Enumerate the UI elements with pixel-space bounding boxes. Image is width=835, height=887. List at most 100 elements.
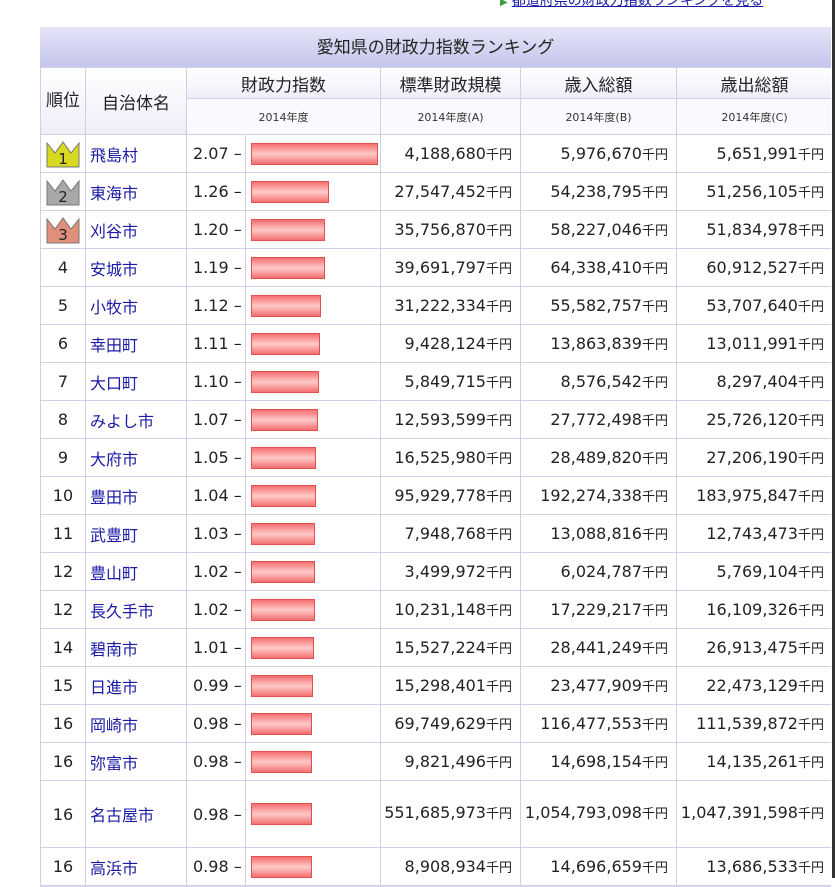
municipality-cell: 飛島村	[86, 135, 186, 172]
municipality-link[interactable]: 名古屋市	[90, 806, 155, 825]
index-value: 1.12	[193, 296, 229, 315]
unit-label: 千円	[797, 148, 824, 163]
index-value: 1.03	[193, 524, 229, 543]
ranking-panel: 愛知県の財政力指数ランキング 順位 自治体名 財政力指数 標準財政規模 歳入総額…	[40, 27, 831, 887]
unit-label: 千円	[485, 414, 512, 429]
municipality-link[interactable]: 日進市	[90, 677, 139, 697]
municipality-link[interactable]: 武豊町	[90, 525, 139, 545]
expenditure-cell: 1,047,391,598千円	[677, 781, 831, 847]
rank-value: 14	[52, 638, 74, 657]
municipality-link[interactable]: 弥富市	[90, 753, 139, 773]
prefecture-ranking-link[interactable]: ▶ 都道府県の財政力指数ランキングを見る	[500, 0, 835, 10]
header-scale: 標準財政規模	[381, 68, 520, 99]
unit-label: 千円	[641, 338, 668, 353]
index-value: 0.99	[193, 676, 229, 695]
table-row: 16 高浜市 0.98 –8,908,934千円 14,696,659千円 13,686…	[41, 848, 831, 885]
unit-label: 千円	[797, 528, 824, 543]
unit-label: 千円	[797, 861, 824, 876]
index-marker: –	[233, 486, 242, 505]
index-marker: –	[233, 714, 242, 733]
revenue-cell: 14,696,659千円	[521, 848, 676, 885]
index-value: 1.10	[193, 372, 229, 391]
subheader-scale: 2014年度(A)	[381, 99, 520, 134]
unit-label: 千円	[485, 338, 512, 353]
municipality-link[interactable]: 小牧市	[90, 297, 139, 317]
scale-cell: 39,691,797千円	[381, 249, 520, 286]
expenditure-value: 22,473,129	[706, 676, 798, 695]
scale-cell: 551,685,973千円	[381, 781, 520, 847]
municipality-link[interactable]: 岡崎市	[90, 715, 139, 735]
index-bar	[251, 484, 316, 507]
header-revenue: 歳入総額	[521, 68, 676, 99]
triangle-right-icon: ▶	[500, 0, 508, 8]
expenditure-cell: 5,769,104千円	[677, 553, 831, 590]
index-bar-cell	[246, 211, 380, 248]
subheader-revenue: 2014年度(B)	[521, 99, 676, 134]
revenue-value: 14,696,659	[550, 857, 642, 876]
unit-label: 千円	[485, 807, 512, 822]
index-marker: –	[233, 857, 242, 876]
scale-value: 16,525,980	[394, 448, 486, 467]
unit-label: 千円	[485, 756, 512, 771]
subheader-index: 2014年度	[187, 99, 380, 134]
scale-cell: 15,298,401千円	[381, 667, 520, 704]
rank-cell: 8	[41, 401, 85, 438]
scale-cell: 5,849,715千円	[381, 363, 520, 400]
unit-label: 千円	[797, 680, 824, 695]
expenditure-value: 1,047,391,598	[680, 803, 798, 822]
expenditure-cell: 8,297,404千円	[677, 363, 831, 400]
municipality-link[interactable]: 豊田市	[90, 487, 139, 507]
index-bar-cell	[246, 629, 380, 666]
table-row: 14 碧南市 1.01 –15,527,224千円 28,441,249千円 26,91…	[41, 629, 831, 666]
rank-cell: 15	[41, 667, 85, 704]
rank-value: 16	[52, 752, 74, 771]
municipality-link[interactable]: 安城市	[90, 259, 139, 279]
municipality-link[interactable]: 豊山町	[90, 563, 139, 583]
unit-label: 千円	[797, 338, 824, 353]
municipality-link[interactable]: 長久手市	[90, 601, 155, 621]
rank-cell: 14	[41, 629, 85, 666]
rank-cell: 6	[41, 325, 85, 362]
index-cell: 1.03 –	[187, 515, 245, 552]
municipality-link[interactable]: 飛島村	[90, 145, 139, 165]
table-row: 4 安城市 1.19 –39,691,797千円 64,338,410千円 60,912…	[41, 249, 831, 286]
rank-cell: 12	[41, 591, 85, 628]
municipality-link[interactable]: 大口町	[90, 373, 139, 393]
rank-value: 9	[57, 448, 69, 467]
index-bar-cell	[246, 781, 380, 847]
expenditure-value: 111,539,872	[696, 714, 798, 733]
revenue-value: 54,238,795	[550, 182, 642, 201]
table-row: 16 名古屋市 0.98 –551,685,973千円 1,054,793,098千円…	[41, 781, 831, 847]
prefecture-ranking-link-text[interactable]: 都道府県の財政力指数ランキングを見る	[511, 0, 764, 9]
header-index: 財政力指数	[187, 68, 380, 99]
index-bar	[251, 598, 315, 621]
table-row: 10 豊田市 1.04 –95,929,778千円 192,274,338千円 183,…	[41, 477, 831, 514]
municipality-cell: 長久手市	[86, 591, 186, 628]
expenditure-cell: 111,539,872千円	[677, 705, 831, 742]
expenditure-cell: 13,686,533千円	[677, 848, 831, 885]
index-cell: 2.07 –	[187, 135, 245, 172]
unit-label: 千円	[641, 528, 668, 543]
scale-cell: 95,929,778千円	[381, 477, 520, 514]
scale-cell: 27,547,452千円	[381, 173, 520, 210]
scale-cell: 7,948,768千円	[381, 515, 520, 552]
municipality-link[interactable]: みよし市	[90, 411, 155, 431]
municipality-cell: 豊田市	[86, 477, 186, 514]
municipality-link[interactable]: 幸田町	[90, 335, 139, 355]
index-value: 1.26	[193, 182, 229, 201]
revenue-value: 192,274,338	[540, 486, 642, 505]
scale-value: 39,691,797	[394, 258, 486, 277]
municipality-link[interactable]: 大府市	[90, 449, 139, 469]
municipality-link[interactable]: 東海市	[90, 183, 139, 203]
municipality-link[interactable]: 刈谷市	[90, 221, 139, 241]
unit-label: 千円	[641, 861, 668, 876]
revenue-value: 28,489,820	[550, 448, 642, 467]
unit-label: 千円	[797, 376, 824, 391]
municipality-cell: 名古屋市	[86, 781, 186, 847]
municipality-link[interactable]: 碧南市	[90, 639, 139, 659]
table-row: 16 弥富市 0.98 –9,821,496千円 14,698,154千円 14,135…	[41, 743, 831, 780]
municipality-link[interactable]: 高浜市	[90, 858, 139, 878]
index-bar	[251, 408, 318, 431]
scale-value: 4,188,680	[404, 144, 486, 163]
unit-label: 千円	[641, 807, 668, 822]
